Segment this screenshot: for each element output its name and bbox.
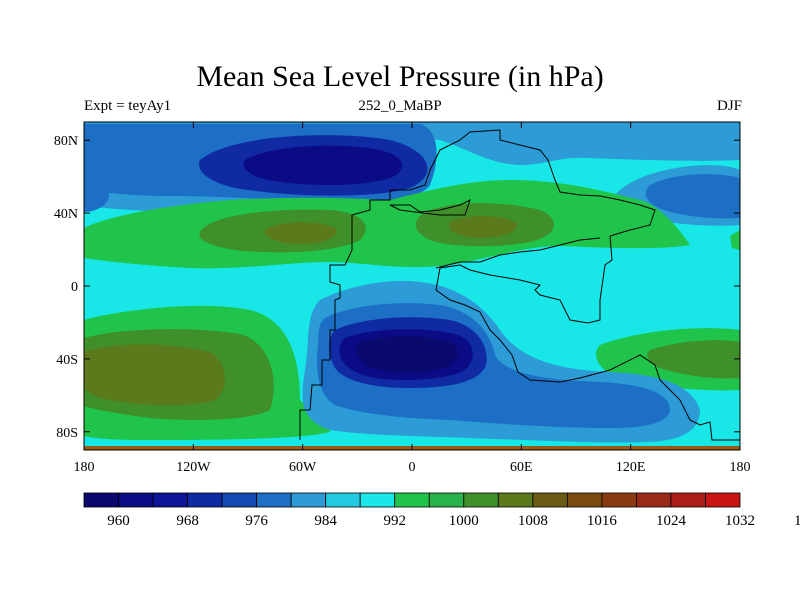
colorbar: 960 968 976 984 992 1000 1008 1016 1024 1032 1040 bbox=[83, 492, 800, 529]
lat-tick-label: 80N bbox=[54, 134, 78, 149]
colorbar-swatch bbox=[497, 492, 534, 508]
colorbar-label: 1000 bbox=[449, 513, 479, 529]
colorbar-swatch bbox=[83, 492, 119, 508]
pressure-field bbox=[84, 122, 740, 450]
colorbar-label: 960 bbox=[107, 513, 130, 529]
colorbar-swatch bbox=[532, 492, 568, 508]
colorbar-label: 1016 bbox=[587, 513, 618, 529]
contour-1024-sw bbox=[84, 344, 226, 406]
lon-tick-label: 60W bbox=[289, 460, 317, 475]
lon-tick-label: 0 bbox=[409, 460, 416, 475]
colorbar-label: 968 bbox=[176, 513, 199, 529]
lat-tick-label: 40N bbox=[54, 207, 78, 222]
season-label: DJF bbox=[716, 98, 742, 114]
colorbar-swatch bbox=[256, 492, 292, 508]
colorbar-swatch bbox=[187, 492, 223, 508]
contour-960-south bbox=[356, 336, 458, 373]
contour-984-ne bbox=[645, 174, 740, 219]
colorbar-label: 1032 bbox=[725, 513, 755, 529]
colorbar-label: 1008 bbox=[518, 513, 548, 529]
lon-tick-label: 180 bbox=[74, 460, 95, 475]
colorbar-swatch bbox=[670, 492, 706, 508]
continent-outline bbox=[299, 129, 740, 441]
colorbar-swatch bbox=[325, 492, 361, 508]
contour-968-north bbox=[243, 145, 403, 185]
colorbar-swatch bbox=[118, 492, 154, 508]
ne-coast-outline bbox=[435, 237, 601, 269]
lat-tick-label: 80S bbox=[56, 426, 78, 441]
colorbar-swatch bbox=[566, 492, 603, 508]
colorbar-swatch bbox=[290, 492, 327, 508]
inner-sea-outline bbox=[389, 199, 471, 216]
colorbar-swatch bbox=[152, 492, 188, 508]
colorbar-swatch bbox=[221, 492, 258, 508]
lon-tick-label: 60E bbox=[510, 460, 533, 475]
lat-tick-label: 40S bbox=[56, 353, 78, 368]
colorbar-swatch bbox=[601, 492, 637, 508]
colorbar-label: 976 bbox=[245, 513, 268, 529]
colorbar-label: 992 bbox=[383, 513, 406, 529]
contour-984-west bbox=[84, 172, 109, 212]
experiment-label: Expt = teyAy1 bbox=[84, 98, 172, 114]
lat-tick-label: 0 bbox=[71, 280, 78, 295]
contour-1024-north bbox=[264, 222, 337, 244]
lon-tick-label: 120W bbox=[176, 460, 211, 475]
contour-1016-se bbox=[647, 340, 740, 379]
colorbar-swatch bbox=[428, 492, 465, 508]
colorbar-label: 1040 bbox=[794, 513, 800, 529]
colorbar-label: 1024 bbox=[656, 513, 687, 529]
map-axes: 180 120W 60W 0 60E 120E 180 80N 40N 0 40S 80S bbox=[54, 122, 751, 475]
plot-title: Mean Sea Level Pressure (in hPa) bbox=[196, 60, 604, 93]
colorbar-swatch bbox=[463, 492, 499, 508]
contour-1024-ne bbox=[449, 216, 517, 238]
lon-tick-label: 120E bbox=[616, 460, 646, 475]
colorbar-label: 984 bbox=[314, 513, 337, 529]
lon-tick-label: 180 bbox=[730, 460, 751, 475]
colorbar-swatch bbox=[394, 492, 430, 508]
colorbar-swatch bbox=[705, 492, 741, 508]
contour-1008-dateline bbox=[730, 230, 740, 250]
time-label: 252_0_MaBP bbox=[358, 98, 442, 114]
colorbar-swatch bbox=[636, 492, 672, 508]
colorbar-swatch bbox=[359, 492, 396, 508]
